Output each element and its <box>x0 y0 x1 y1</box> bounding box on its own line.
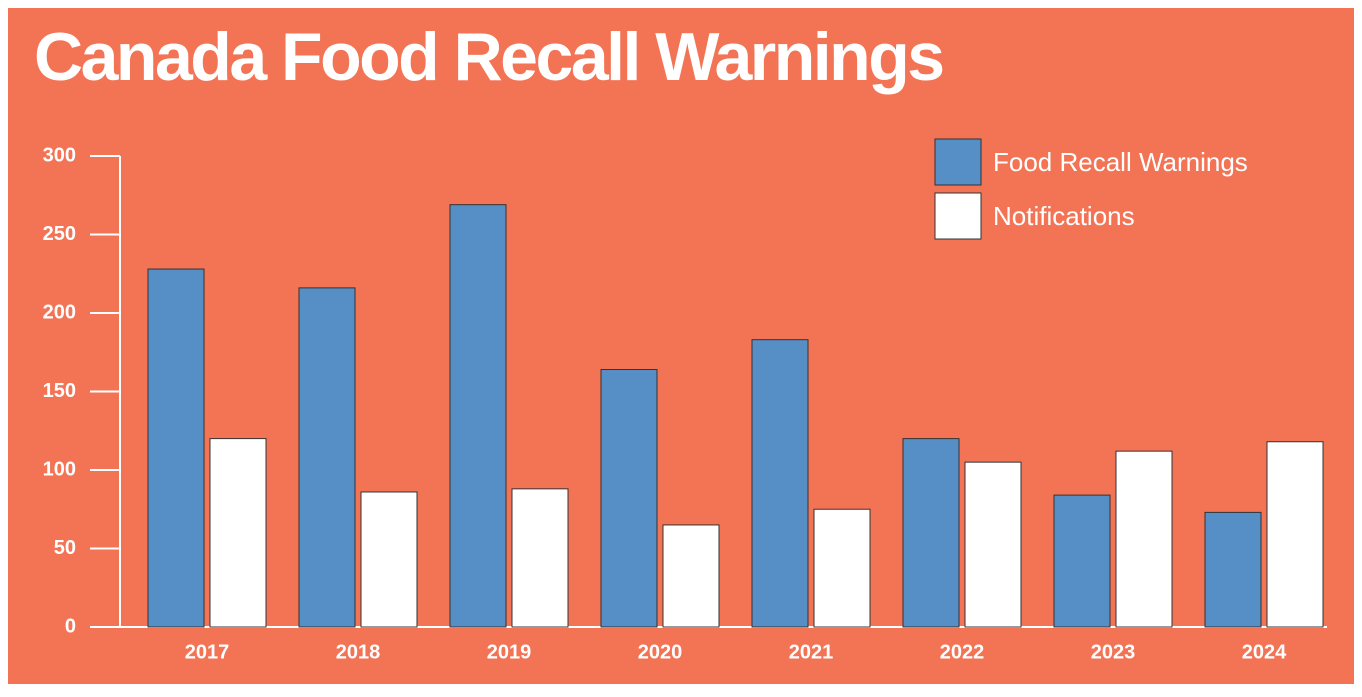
legend-swatch <box>934 192 982 240</box>
x-tick-label: 2024 <box>1242 641 1287 663</box>
bar <box>511 488 569 628</box>
bar <box>662 524 720 628</box>
bar <box>964 461 1022 628</box>
legend-swatch <box>934 138 982 186</box>
y-tick-label: 150 <box>43 380 76 402</box>
bar <box>1266 441 1324 628</box>
y-tick-label: 250 <box>43 223 76 245</box>
bar <box>813 508 871 628</box>
x-tick-label: 2018 <box>336 641 381 663</box>
x-tick-label: 2023 <box>1091 641 1136 663</box>
bar <box>1053 494 1111 628</box>
bar <box>751 339 809 628</box>
legend-label: Food Recall Warnings <box>993 147 1248 177</box>
y-tick-label: 50 <box>54 537 76 559</box>
x-tick-label: 2020 <box>638 641 683 663</box>
bar <box>147 268 205 628</box>
bar <box>360 491 418 628</box>
bar <box>449 204 507 628</box>
bar <box>902 438 960 628</box>
y-tick-label: 300 <box>43 144 76 166</box>
x-tick-label: 2021 <box>789 641 834 663</box>
y-tick-label: 100 <box>43 458 76 480</box>
bar <box>1204 511 1262 628</box>
x-tick-label: 2017 <box>185 641 230 663</box>
chart-title: Canada Food Recall Warnings <box>34 19 943 95</box>
y-tick-label: 200 <box>43 301 76 323</box>
x-tick-label: 2022 <box>940 641 985 663</box>
legend-label: Notifications <box>993 201 1135 231</box>
bar <box>1115 450 1173 628</box>
y-tick-label: 0 <box>65 615 76 637</box>
x-tick-label: 2019 <box>487 641 532 663</box>
bar <box>600 369 658 628</box>
bar <box>209 438 267 628</box>
bar <box>298 287 356 628</box>
